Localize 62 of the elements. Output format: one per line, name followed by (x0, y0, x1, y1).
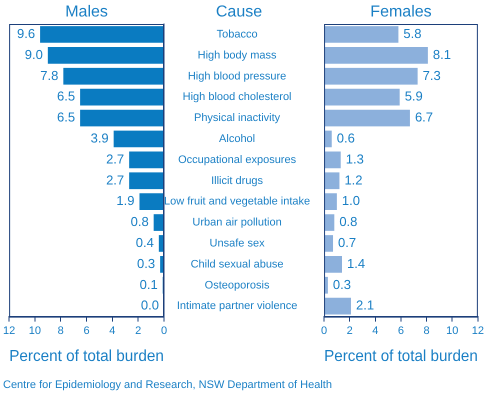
x-tick-label: 6 (83, 325, 90, 338)
x-tick-label: 10 (28, 325, 42, 338)
data-label: 1.0 (342, 193, 360, 208)
x-tick-label: 4 (372, 325, 378, 338)
data-label: 9.6 (17, 26, 36, 42)
data-label: 0.7 (338, 235, 356, 250)
data-label: 6.7 (414, 110, 434, 125)
y-tick-label: High body mass (198, 49, 278, 62)
y-tick-label: Unsafe sex (210, 237, 266, 250)
data-label: 2.1 (356, 298, 374, 313)
data-label: 5.8 (403, 26, 422, 42)
data-label: 7.3 (422, 68, 441, 83)
x-tick-label: 0 (320, 325, 328, 338)
data-label: 7.8 (40, 68, 58, 83)
x-tick-label: 10 (446, 325, 458, 338)
data-label: 0.8 (339, 214, 358, 230)
y-axis-title: Cause (216, 3, 262, 20)
text: Centre for Epidemiology and Research, NSW Department of Health (3, 379, 332, 391)
data-label: 9.0 (24, 46, 43, 62)
data-label: 0.6 (336, 130, 355, 146)
y-tick-label: Urban air pollution (192, 216, 282, 229)
data-label: 0.0 (140, 298, 159, 313)
x-tick-label: 8 (424, 325, 430, 338)
data-label: 2.7 (106, 151, 124, 166)
y-tick-label: Occupational exposures (178, 154, 297, 166)
x-tick-label: 8 (58, 325, 64, 338)
data-label: 0.8 (130, 214, 149, 230)
data-label: 1.2 (344, 172, 363, 188)
y-tick-label: High blood pressure (188, 70, 286, 82)
data-label: 1.4 (347, 256, 366, 271)
y-tick-label: Intimate partner violence (176, 300, 298, 312)
x-tick-label: 0 (160, 325, 168, 338)
x-tick-label: 12 (472, 325, 484, 338)
y-tick-label: High blood cholesterol (182, 91, 292, 104)
x-tick-label: 12 (2, 325, 16, 338)
data-label: 5.9 (404, 88, 423, 104)
data-label: 0.3 (137, 256, 156, 271)
x-tick-label: 6 (398, 325, 404, 338)
data-label: 2.7 (106, 172, 124, 188)
y-tick-label: Osteoporosis (204, 279, 270, 292)
data-label: 6.5 (57, 110, 76, 125)
x-axis-title: Percent of total burden (9, 348, 164, 365)
data-label: 8.1 (432, 46, 451, 62)
data-label: 0.1 (140, 276, 158, 292)
x-tick-label: 2 (346, 325, 353, 338)
data-label: 3.9 (90, 130, 109, 146)
data-label: 0.4 (136, 235, 154, 250)
x-tick-label: 2 (135, 325, 142, 338)
y-tick-label: Physical inactivity (194, 112, 281, 124)
chart-title: Males (65, 3, 108, 20)
data-label: 6.5 (57, 88, 76, 104)
y-tick-label: Tobacco (216, 28, 258, 40)
chart-title: Females (370, 3, 432, 20)
x-tick-label: 4 (109, 325, 116, 338)
data-label: 0.3 (332, 276, 351, 292)
data-label: 1.3 (346, 151, 364, 166)
x-axis-title: Percent of total burden (324, 347, 478, 365)
y-tick-label: Alcohol (219, 132, 256, 145)
y-tick-label: Low fruit and vegetable intake (164, 196, 310, 208)
data-label: 1.9 (116, 193, 134, 208)
y-tick-label: Child sexual abuse (190, 258, 284, 270)
y-tick-label: Illicit drugs (211, 174, 264, 187)
